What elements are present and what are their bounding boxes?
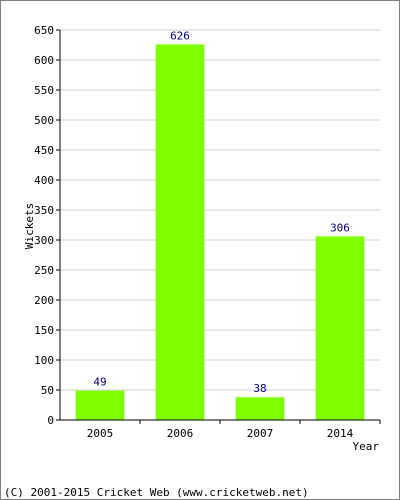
data-label: 49 — [93, 376, 106, 389]
y-tick-label: 350 — [34, 204, 54, 217]
x-axis-label: Year — [353, 440, 380, 453]
x-tick-labels: 2005 2006 2007 2014 — [87, 427, 354, 440]
data-label: 306 — [330, 221, 350, 234]
y-axis-label: Wickets — [23, 203, 36, 249]
y-tick-label: 100 — [34, 354, 54, 367]
x-tick-label: 2005 — [87, 427, 114, 440]
y-tick-label: 200 — [34, 294, 54, 307]
copyright-text: (C) 2001-2015 Cricket Web (www.cricketwe… — [4, 486, 309, 499]
y-tick-label: 300 — [34, 234, 54, 247]
y-tick-label: 600 — [34, 54, 54, 67]
data-labels: 49 626 38 306 — [93, 29, 350, 395]
axes — [56, 29, 381, 424]
y-tick-label: 150 — [34, 324, 54, 337]
x-tick-label: 2014 — [327, 427, 354, 440]
y-tick-label: 0 — [47, 414, 54, 427]
y-tick-label: 400 — [34, 174, 54, 187]
bar-2014 — [315, 236, 365, 420]
data-label: 626 — [170, 29, 190, 42]
bars — [75, 44, 365, 421]
bar-2006 — [155, 44, 205, 421]
bar-2005 — [75, 390, 125, 420]
data-label: 38 — [253, 382, 266, 395]
y-tick-labels: 0 50 100 150 200 250 300 350 400 450 500 550 600 650 — [34, 24, 54, 427]
y-tick-label: 550 — [34, 84, 54, 97]
y-tick-label: 50 — [41, 384, 54, 397]
bar-2007 — [235, 397, 285, 420]
y-tick-label: 450 — [34, 144, 54, 157]
x-tick-label: 2007 — [247, 427, 274, 440]
y-tick-label: 500 — [34, 114, 54, 127]
y-tick-label: 250 — [34, 264, 54, 277]
y-tick-label: 650 — [34, 24, 54, 37]
x-tick-label: 2006 — [167, 427, 194, 440]
